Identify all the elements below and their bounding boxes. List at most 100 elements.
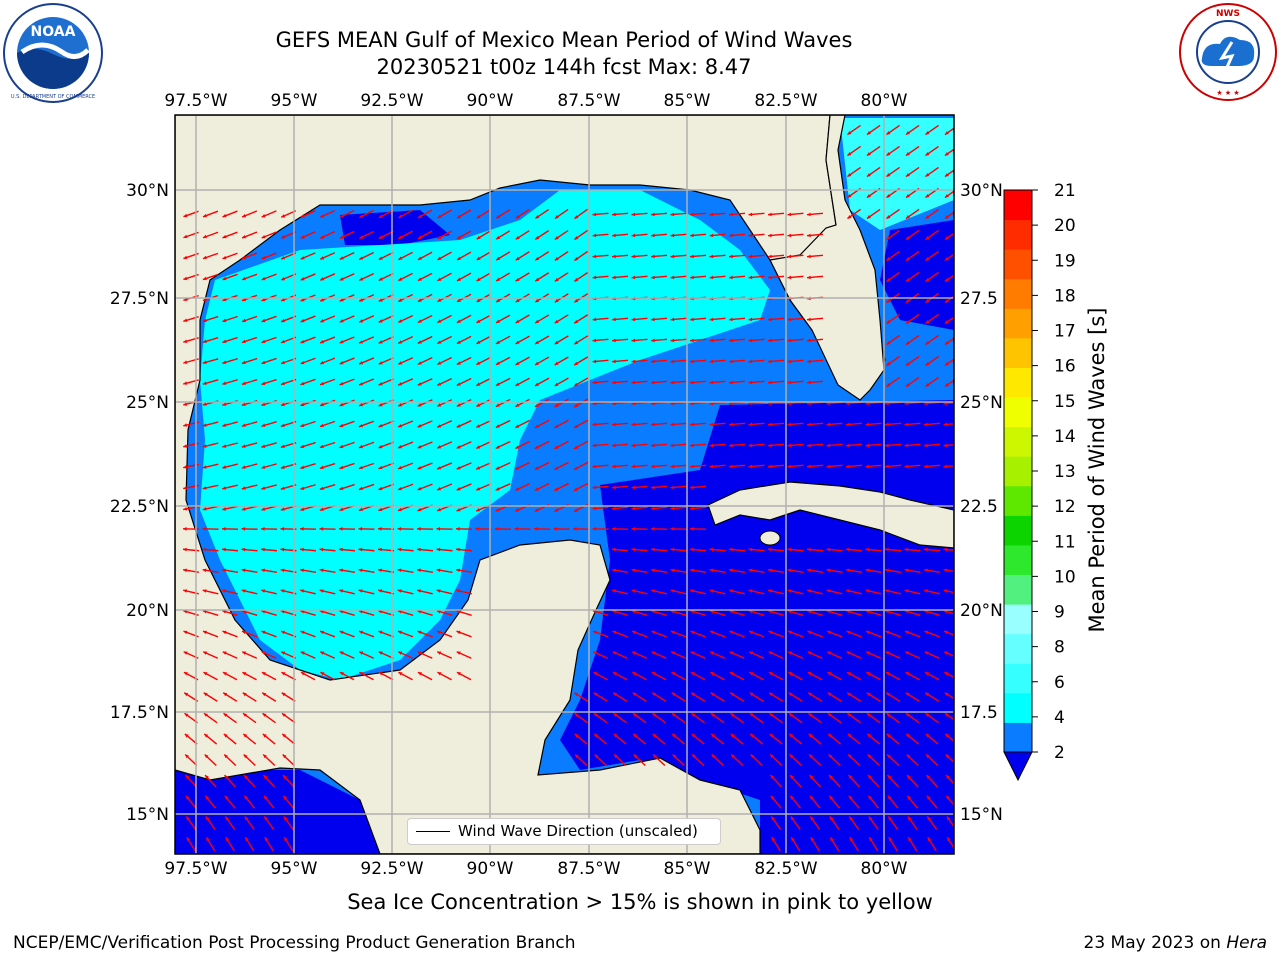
wave-direction-arrow bbox=[672, 754, 685, 766]
wave-direction-arrow bbox=[339, 252, 355, 260]
wave-direction-arrow bbox=[611, 568, 629, 573]
wave-direction-arrow bbox=[534, 272, 550, 282]
wave-direction-arrow bbox=[243, 795, 256, 809]
wave-direction-arrow bbox=[205, 836, 216, 852]
lat-tick-label: 25°N bbox=[960, 393, 1003, 413]
wave-direction-arrow bbox=[378, 483, 394, 491]
wave-direction-arrow bbox=[222, 442, 238, 448]
wave-direction-arrow bbox=[534, 314, 550, 324]
wave-direction-arrow bbox=[926, 816, 938, 830]
colorbar-tick-label: 21 bbox=[1054, 181, 1076, 201]
wave-direction-arrow bbox=[397, 547, 414, 552]
wave-direction-arrow bbox=[670, 568, 687, 573]
colorbar-tick-label: 16 bbox=[1054, 357, 1076, 377]
wave-direction-arrow bbox=[787, 443, 804, 448]
wave-direction-arrow bbox=[807, 692, 823, 702]
wave-direction-arrow bbox=[495, 314, 511, 324]
wave-direction-arrow bbox=[905, 250, 920, 262]
wave-direction-arrow bbox=[828, 795, 841, 809]
lat-tick-label: 15°N bbox=[960, 805, 1003, 825]
wave-direction-arrow bbox=[611, 233, 629, 238]
wave-direction-arrow bbox=[867, 795, 880, 809]
wave-direction-arrow bbox=[943, 568, 954, 573]
wave-direction-arrow bbox=[300, 671, 316, 681]
wave-direction-arrow bbox=[946, 816, 954, 828]
wave-direction-arrow bbox=[865, 443, 882, 448]
wave-direction-arrow bbox=[689, 422, 707, 427]
wave-direction-arrow bbox=[592, 380, 609, 385]
land bbox=[175, 115, 954, 854]
wave-direction-arrow bbox=[709, 254, 726, 259]
wave-direction-arrow bbox=[886, 712, 900, 724]
colorbar-tick-label: 12 bbox=[1054, 497, 1076, 517]
wave-direction-arrow bbox=[631, 254, 648, 259]
wave-direction-arrow bbox=[748, 317, 765, 322]
wave-direction-arrow bbox=[397, 462, 414, 470]
wave-direction-arrow bbox=[437, 272, 452, 282]
wave-direction-arrow bbox=[397, 651, 414, 659]
wave-direction-arrow bbox=[788, 692, 803, 702]
wave-direction-arrow bbox=[710, 671, 725, 681]
wave-direction-arrow bbox=[241, 357, 258, 365]
wave-direction-arrow bbox=[749, 712, 764, 724]
wave-direction-arrow bbox=[261, 463, 277, 469]
wave-direction-arrow bbox=[923, 547, 941, 552]
wave-direction-arrow bbox=[670, 212, 687, 217]
wave-direction-arrow bbox=[202, 252, 219, 260]
wave-direction-arrow bbox=[358, 462, 375, 470]
colorbar-segment bbox=[1004, 219, 1032, 250]
high-period-region bbox=[200, 118, 954, 680]
wave-direction-arrow bbox=[358, 378, 375, 386]
wave-direction-arrow bbox=[826, 651, 843, 659]
wave-direction-arrow bbox=[767, 380, 785, 385]
wave-direction-arrow bbox=[788, 733, 803, 745]
wave-direction-arrow bbox=[358, 272, 375, 282]
wave-direction-arrow bbox=[769, 754, 783, 766]
wave-direction-arrow bbox=[905, 733, 920, 745]
wave-direction-arrow bbox=[241, 589, 258, 595]
wave-direction-arrow bbox=[282, 795, 295, 809]
wave-direction-arrow bbox=[945, 795, 954, 807]
wave-direction-arrow bbox=[436, 609, 453, 616]
wave-direction-arrow bbox=[300, 315, 316, 323]
wave-direction-arrow bbox=[436, 483, 453, 491]
colorbar-tick-label: 11 bbox=[1054, 532, 1076, 552]
wave-direction-arrow bbox=[338, 527, 356, 531]
lon-ticks-bottom: 97.5°W 95°W 92.5°W 90°W 87.5°W 85°W 82.5°W 80°W bbox=[164, 859, 907, 879]
wave-direction-arrow bbox=[515, 377, 530, 387]
wave-direction-arrow bbox=[689, 275, 707, 280]
wave-direction-arrow bbox=[534, 482, 550, 492]
colorbar-segment bbox=[1004, 604, 1032, 635]
wave-direction-arrow bbox=[534, 356, 550, 366]
wave-direction-arrow bbox=[573, 692, 589, 702]
wave-direction-arrow bbox=[613, 733, 627, 745]
wave-direction-arrow bbox=[241, 651, 258, 659]
wave-direction-arrow bbox=[652, 733, 666, 745]
wave-direction-arrow bbox=[397, 378, 414, 386]
wave-direction-arrow bbox=[690, 589, 706, 595]
wave-direction-arrow bbox=[358, 357, 375, 365]
wave-direction-arrow bbox=[847, 712, 861, 724]
wave-direction-arrow bbox=[611, 422, 629, 427]
wave-direction-arrow bbox=[748, 568, 765, 573]
wave-direction-arrow bbox=[319, 378, 336, 386]
wave-direction-arrow bbox=[241, 568, 258, 573]
wave-direction-arrow bbox=[868, 816, 879, 830]
wave-direction-arrow bbox=[728, 380, 746, 385]
wave-direction-arrow bbox=[611, 506, 629, 511]
lat-tick-label: 17.5°N bbox=[110, 703, 169, 723]
wave-direction-arrow bbox=[319, 651, 336, 659]
wave-direction-arrow bbox=[475, 398, 492, 408]
wave-direction-arrow bbox=[339, 589, 355, 595]
wave-direction-arrow bbox=[671, 671, 686, 681]
wave-direction-arrow bbox=[202, 651, 219, 659]
wave-direction-arrow bbox=[221, 547, 239, 552]
wave-direction-arrow bbox=[787, 547, 804, 552]
wave-direction-arrow bbox=[886, 271, 900, 283]
wave-direction-arrow bbox=[632, 712, 647, 724]
wave-direction-arrow bbox=[533, 527, 551, 531]
wave-direction-arrow bbox=[827, 733, 842, 745]
wave-direction-arrow bbox=[632, 692, 647, 702]
wave-direction-arrow bbox=[261, 210, 277, 218]
wave-direction-arrow bbox=[476, 251, 491, 261]
